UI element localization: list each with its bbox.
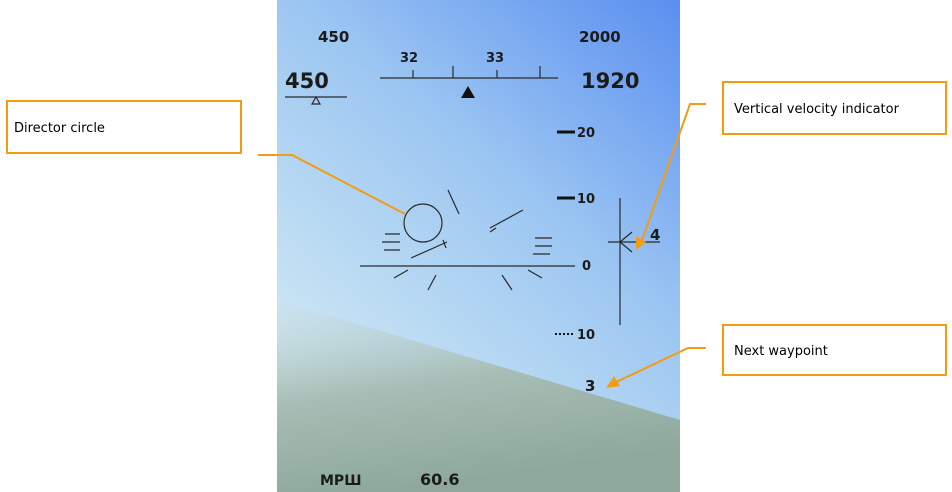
- callouts: Director circle Vertical velocity indica…: [6, 81, 947, 388]
- hud-symbols: 450 2000 32 33 450 1920 20 10 0 10 4 3 М…: [285, 28, 660, 489]
- callout-label: Next waypoint: [734, 344, 828, 359]
- callout-label: Director circle: [14, 121, 105, 136]
- heading-label: 33: [486, 51, 504, 66]
- callout-box: [722, 324, 947, 376]
- pitch-marks: [557, 130, 575, 200]
- pitch-label: 10: [577, 192, 595, 207]
- heading-marker: [461, 86, 475, 98]
- director-circle: [403, 203, 443, 243]
- vertical-velocity-scale: [608, 198, 660, 325]
- ground: [277, 300, 680, 492]
- mode: МРШ: [320, 473, 362, 489]
- heading-tape: [380, 66, 558, 79]
- altitude-set: 2000: [579, 28, 621, 46]
- leader-line: [258, 154, 406, 215]
- hud-view: 450 2000 32 33 450 1920 20 10 0 10 4 3 М…: [277, 0, 680, 492]
- callout-label: Vertical velocity indicator: [734, 102, 900, 117]
- altitude: 1920: [581, 69, 639, 93]
- leader-line: [639, 103, 706, 247]
- arrow-head: [636, 236, 646, 250]
- callout-box: [6, 100, 242, 154]
- speed: 450: [285, 69, 329, 93]
- pitch-label: 0: [582, 259, 591, 274]
- waypoint: 3: [585, 377, 595, 395]
- arrow-head: [606, 376, 620, 388]
- callout-box: [722, 81, 947, 135]
- vertical-velocity: 4: [650, 226, 660, 244]
- speed-set: 450: [318, 28, 349, 46]
- speed-scale: [285, 95, 347, 105]
- heading-label: 32: [400, 51, 418, 66]
- pitch-label: 20: [577, 126, 595, 141]
- range: 60.6: [420, 470, 459, 489]
- flight-symbols: [382, 189, 552, 291]
- pitch-label: 10: [577, 328, 595, 343]
- leader-line: [611, 347, 706, 385]
